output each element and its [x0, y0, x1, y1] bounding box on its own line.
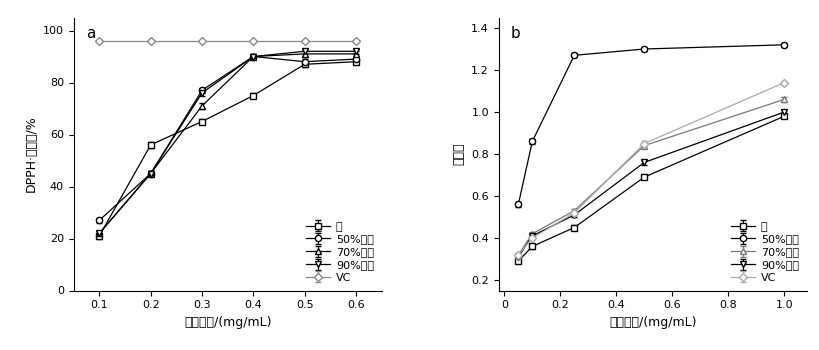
Legend: 水, 50%乙醇, 70%乙醇, 90%乙醇, VC: 水, 50%乙醇, 70%乙醇, 90%乙醇, VC	[729, 219, 801, 285]
Y-axis label: DPPH·清除率/%: DPPH·清除率/%	[25, 116, 38, 192]
X-axis label: 质量浓度/(mg/mL): 质量浓度/(mg/mL)	[184, 316, 271, 329]
X-axis label: 质量浓度/(mg/mL): 质量浓度/(mg/mL)	[609, 316, 696, 329]
Legend: 水, 50%乙醇, 70%乙醇, 90%乙醇, VC: 水, 50%乙醇, 70%乙醇, 90%乙醇, VC	[304, 219, 376, 285]
Y-axis label: 还原力: 还原力	[453, 143, 466, 165]
Text: b: b	[511, 26, 521, 41]
Text: a: a	[86, 26, 95, 41]
